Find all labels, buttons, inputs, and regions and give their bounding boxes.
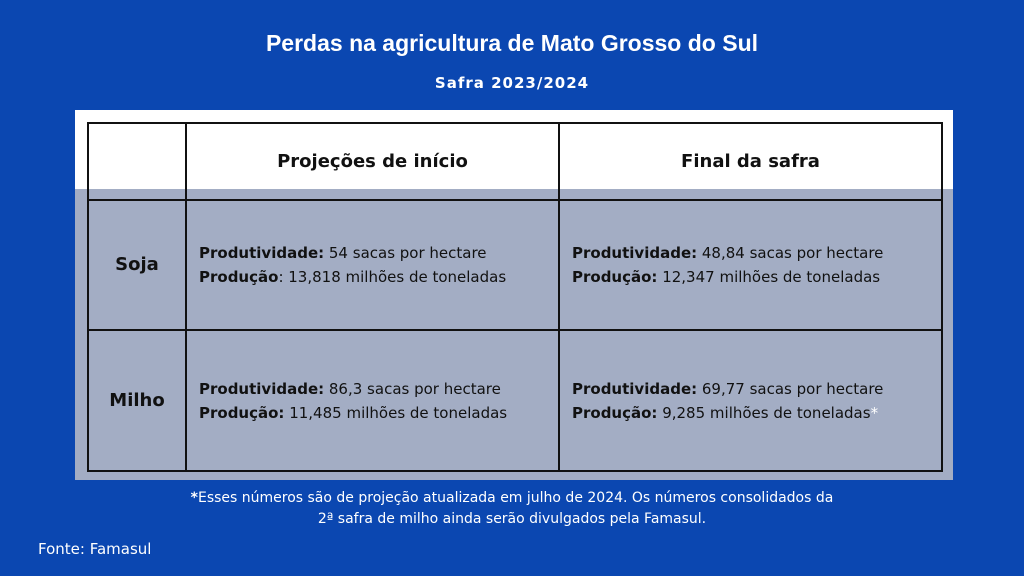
cell-value: 12,347 milhões de toneladas bbox=[657, 268, 881, 286]
footnote: *Esses números são de projeção atualizad… bbox=[0, 488, 1024, 530]
table-cell: Produtividade: 69,77 sacas por hectare Pr… bbox=[558, 329, 943, 472]
cell-content: Produtividade: 86,3 sacas por hectare Pro… bbox=[199, 377, 507, 425]
cell-key: Produtividade: bbox=[199, 244, 325, 262]
table-cell: Produtividade: 48,84 sacas por hectare Pr… bbox=[558, 199, 943, 331]
row-label: Milho bbox=[87, 329, 187, 472]
corner-cell bbox=[87, 122, 187, 201]
footnote-line: 2ª safra de milho ainda serão divulgados… bbox=[0, 509, 1024, 530]
footnote-text: 2ª safra de milho ainda serão divulgados… bbox=[317, 511, 707, 527]
cell-line: Produção: 12,347 milhões de toneladas bbox=[572, 265, 883, 289]
cell-key: Produção: bbox=[572, 403, 658, 422]
footnote-mark: * bbox=[190, 490, 198, 506]
cell-key: Produtividade: bbox=[199, 379, 325, 398]
cell-key: Produtividade: bbox=[572, 379, 698, 398]
column-header: Projeções de início bbox=[185, 122, 560, 201]
subtitle: Safra 2023/2024 bbox=[434, 74, 590, 92]
cell-value: 48,84 sacas por hectare bbox=[697, 244, 884, 262]
cell-value: 9,285 milhões de toneladas bbox=[657, 403, 871, 422]
cell-line: Produtividade: 69,77 sacas por hectare bbox=[572, 377, 883, 401]
footnote-text: Esses números são de projeção atualizada… bbox=[197, 490, 834, 506]
column-header: Final da safra bbox=[558, 122, 943, 201]
source: Fonte: Famasul bbox=[38, 540, 152, 558]
cell-line: Produtividade: 86,3 sacas por hectare bbox=[199, 377, 507, 401]
cell-line: Produção: 13,818 milhões de toneladas bbox=[199, 265, 506, 289]
cell-key: Produção bbox=[199, 268, 279, 286]
cell-content: Produtividade: 54 sacas por hectare Produ… bbox=[199, 241, 506, 289]
cell-value: 69,77 sacas por hectare bbox=[697, 379, 884, 398]
cell-key: Produtividade: bbox=[572, 244, 698, 262]
cell-key: Produção: bbox=[572, 268, 658, 286]
table-cell: Produtividade: 86,3 sacas por hectare Pro… bbox=[185, 329, 560, 472]
table-cell: Produtividade: 54 sacas por hectare Produ… bbox=[185, 199, 560, 331]
note-mark: * bbox=[870, 403, 879, 422]
cell-content: Produtividade: 69,77 sacas por hectare Pr… bbox=[572, 377, 883, 425]
cell-value: 11,485 milhões de toneladas bbox=[284, 403, 508, 422]
cell-line: Produção: 9,285 milhões de toneladas* bbox=[572, 401, 883, 425]
footnote-line: *Esses números são de projeção atualizad… bbox=[0, 488, 1024, 509]
cell-line: Produtividade: 54 sacas por hectare bbox=[199, 241, 506, 265]
cell-content: Produtividade: 48,84 sacas por hectare Pr… bbox=[572, 241, 883, 289]
table-panel bbox=[75, 110, 953, 480]
cell-value: : 13,818 milhões de toneladas bbox=[278, 268, 507, 286]
cell-line: Produtividade: 48,84 sacas por hectare bbox=[572, 241, 883, 265]
cell-key: Produção: bbox=[199, 403, 285, 422]
cell-value: 86,3 sacas por hectare bbox=[324, 379, 501, 398]
cell-line: Produção: 11,485 milhões de toneladas bbox=[199, 401, 507, 425]
title: Perdas na agricultura de Mato Grosso do … bbox=[265, 30, 759, 56]
cell-value: 54 sacas por hectare bbox=[324, 244, 487, 262]
row-label: Soja bbox=[87, 199, 187, 331]
